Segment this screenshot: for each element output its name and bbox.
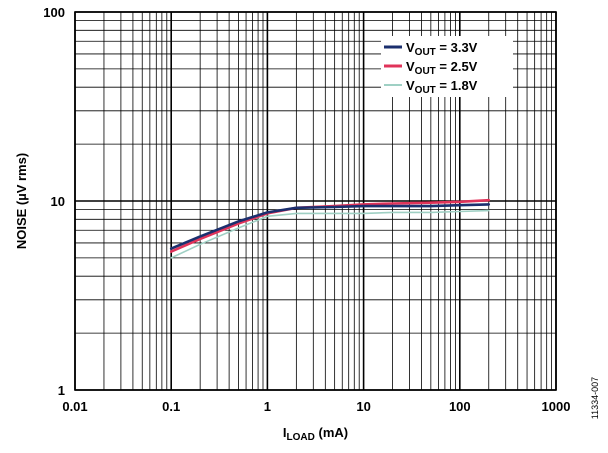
legend-label-3: VOUT = 1.8V	[406, 78, 478, 96]
y-tick-label: 10	[51, 194, 65, 209]
figure-id: 11334-007	[590, 377, 600, 419]
legend-label-tail: = 3.3V	[436, 40, 478, 55]
series-layer	[169, 198, 491, 259]
series-line-3	[170, 209, 490, 259]
legend-label-sub: OUT	[415, 85, 436, 96]
legend-label-tail: = 1.8V	[436, 78, 478, 93]
x-axis-label-sub: LOAD	[287, 432, 315, 443]
y-tick-labels: 1 10 100	[43, 5, 65, 398]
series-line-1	[169, 203, 491, 250]
y-axis-label: NOISE (µV rms)	[14, 153, 29, 249]
x-tick-label: 0.01	[62, 399, 87, 414]
x-tick-labels: 0.01 0.1 1 10 100 1000	[62, 399, 570, 414]
legend-label-sub: OUT	[415, 47, 436, 58]
plot-frame	[74, 11, 557, 391]
legend-label-main: V	[406, 78, 415, 93]
x-axis-label-tail: (mA)	[315, 425, 348, 440]
y-tick-label: 1	[58, 383, 65, 398]
legend-label-main: V	[406, 40, 415, 55]
x-tick-label: 0.1	[162, 399, 180, 414]
y-tick-label: 100	[43, 5, 65, 20]
legend-label-1: VOUT = 3.3V	[406, 40, 478, 58]
legend-background	[381, 36, 513, 97]
x-axis-label: ILOAD (mA)	[283, 425, 348, 443]
legend-label-sub: OUT	[415, 66, 436, 77]
legend-label-main: V	[406, 59, 415, 74]
x-tick-label: 10	[356, 399, 370, 414]
x-tick-label: 100	[449, 399, 471, 414]
x-tick-label: 1	[264, 399, 271, 414]
x-tick-label: 1000	[542, 399, 571, 414]
legend-label-2: VOUT = 2.5V	[406, 59, 478, 77]
x-axis-label-main: I	[283, 425, 287, 440]
legend-label-tail: = 2.5V	[436, 59, 478, 74]
